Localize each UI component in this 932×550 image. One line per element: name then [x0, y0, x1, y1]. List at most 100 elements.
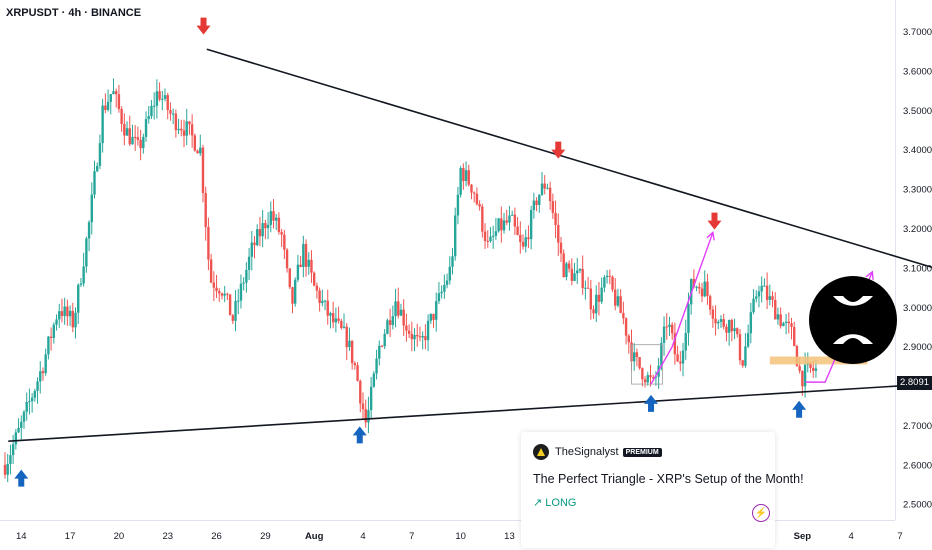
candle-body	[586, 287, 590, 289]
candle-body	[595, 294, 598, 314]
candle-body	[60, 311, 64, 317]
candle-body	[649, 375, 652, 378]
candle-body	[131, 136, 134, 145]
author-avatar[interactable]	[533, 444, 549, 460]
candle-body	[125, 128, 129, 136]
candle-body	[114, 91, 118, 95]
time-tick-label: 10	[455, 531, 466, 542]
candle-body	[741, 360, 744, 366]
candle-body	[776, 314, 780, 320]
supply-zone[interactable]	[769, 356, 868, 365]
time-tick-label: Sep	[794, 531, 812, 542]
candle-body	[464, 170, 468, 182]
candle-body	[106, 101, 110, 110]
candle-body	[182, 130, 186, 136]
candle-body	[679, 361, 682, 364]
candle-body	[361, 403, 365, 410]
candle-body	[519, 234, 522, 243]
candle-body	[559, 242, 563, 254]
price-tick-label: 3.7000	[903, 27, 932, 38]
candles-layer	[3, 78, 818, 483]
candle-body	[646, 375, 649, 383]
long-tag: ↗ LONG	[533, 497, 577, 509]
time-tick-label: 14	[16, 531, 27, 542]
lower-trendline[interactable]	[8, 381, 932, 443]
time-tick-label: Aug	[305, 531, 324, 542]
candle-body	[486, 240, 489, 242]
candle-body	[633, 352, 636, 362]
candle-body	[508, 215, 511, 223]
candle-body	[662, 326, 666, 343]
candle-body	[174, 113, 178, 131]
candle-body	[41, 371, 45, 374]
candle-body	[152, 105, 156, 107]
candle-body	[413, 334, 416, 340]
candle-body	[440, 291, 443, 294]
candle-body	[353, 363, 357, 366]
candle-body	[426, 320, 430, 341]
candle-body	[782, 323, 785, 327]
price-tick-label: 3.1000	[903, 263, 932, 274]
lightning-icon[interactable]: ⚡	[752, 504, 770, 522]
time-tick-label: 17	[65, 531, 76, 542]
drawings-layer	[8, 48, 932, 443]
idea-title[interactable]: The Perfect Triangle - XRP's Setup of th…	[533, 472, 804, 486]
candle-body	[109, 94, 112, 102]
signal-triangle-icon	[537, 448, 545, 456]
candle-body	[104, 105, 107, 110]
candle-body	[123, 123, 126, 136]
candle-body	[624, 318, 628, 336]
candle-body	[285, 249, 289, 269]
candle-body	[199, 147, 202, 154]
up-arrow-icon	[644, 394, 659, 412]
symbol-title: XRPUSDT · 4h · BINANCE	[6, 7, 142, 19]
candle-body	[429, 313, 433, 321]
candle-body	[500, 218, 503, 231]
candle-body	[399, 309, 403, 316]
candle-body	[489, 236, 492, 241]
candle-body	[402, 309, 405, 326]
candle-body	[304, 243, 308, 267]
candle-body	[367, 410, 370, 423]
candle-body	[540, 183, 544, 195]
price-scale-bg	[895, 0, 932, 550]
candle-body	[315, 285, 319, 291]
author-row[interactable]: TheSignalyst PREMIUM	[533, 444, 662, 460]
candle-body	[190, 124, 194, 136]
candle-body	[331, 313, 335, 323]
down-arrow-icon	[196, 17, 211, 35]
candle-body	[546, 187, 549, 189]
candle-body	[497, 218, 500, 232]
candle-body	[719, 319, 723, 322]
candle-body	[63, 306, 66, 317]
idea-card[interactable]: TheSignalyst PREMIUM The Perfect Triangl…	[521, 432, 804, 548]
candle-body	[407, 330, 411, 334]
candle-body	[66, 306, 69, 317]
projected-path-1[interactable]	[650, 232, 714, 385]
candle-body	[142, 136, 145, 149]
candle-body	[128, 128, 131, 145]
candle-body	[581, 269, 584, 289]
candle-body	[746, 333, 750, 347]
candle-body	[744, 346, 747, 366]
candle-body	[692, 279, 696, 287]
candle-body	[9, 455, 12, 464]
price-tick-label: 2.9000	[903, 342, 932, 353]
candle-body	[676, 354, 679, 362]
author-name[interactable]: TheSignalyst	[555, 446, 619, 458]
candle-body	[261, 223, 264, 237]
upper-trendline[interactable]	[206, 48, 932, 279]
candle-body	[201, 147, 205, 194]
candle-body	[790, 323, 793, 327]
candle-body	[272, 211, 275, 221]
candle-body	[264, 223, 267, 229]
candle-body	[687, 304, 690, 333]
price-tick-label: 3.4000	[903, 145, 932, 156]
price-tick-label: 3.0000	[903, 303, 932, 314]
candle-body	[212, 282, 216, 288]
candle-body	[250, 242, 254, 257]
candle-body	[597, 294, 601, 302]
candle-body	[348, 340, 351, 348]
candle-body	[443, 284, 446, 292]
